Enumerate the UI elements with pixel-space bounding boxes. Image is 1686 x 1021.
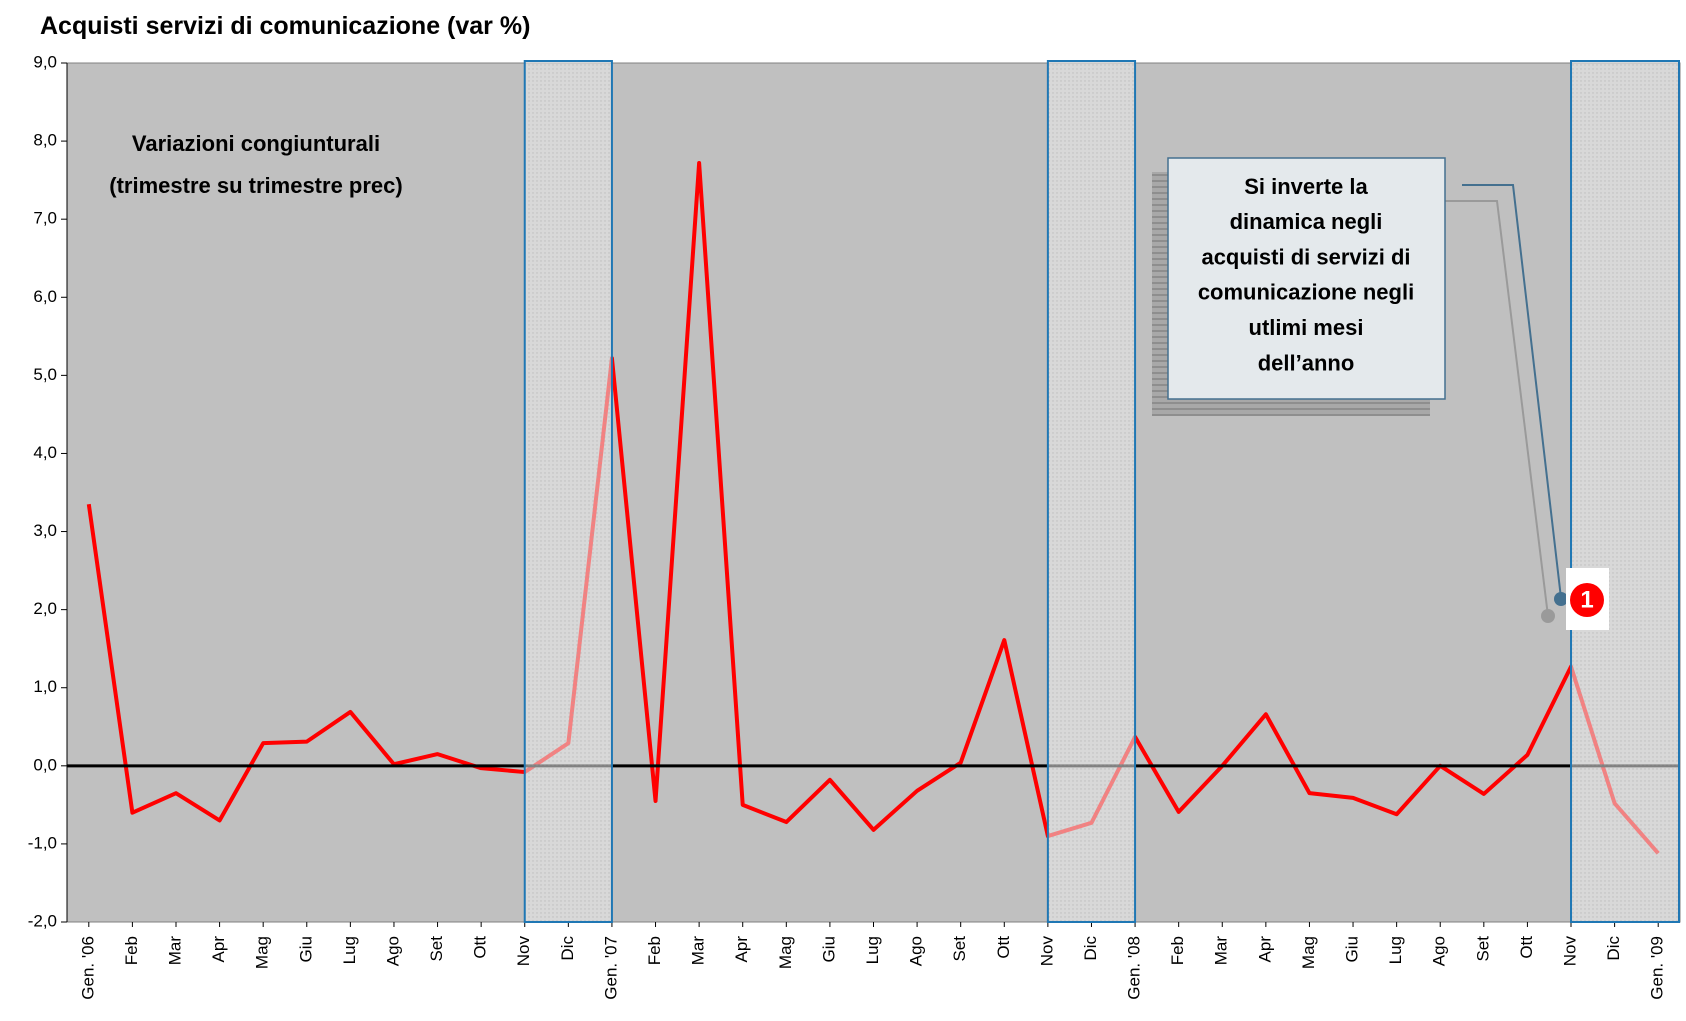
y-tick-label: 1,0: [33, 677, 57, 696]
annotation: (trimestre su trimestre prec): [109, 173, 402, 198]
x-tick-label: Set: [427, 936, 446, 962]
x-tick-label: Feb: [1168, 936, 1187, 965]
y-tick-label: 4,0: [33, 443, 57, 462]
x-tick-label: Dic: [1081, 936, 1100, 961]
x-tick-label: Set: [950, 936, 969, 962]
callout-text: utlimi mesi: [1249, 315, 1364, 340]
y-tick-label: 6,0: [33, 287, 57, 306]
x-tick-label: Dic: [558, 936, 577, 961]
leader-dot: [1541, 609, 1555, 623]
x-tick-label: Nov: [1037, 936, 1056, 967]
y-tick-label: 0,0: [33, 755, 57, 774]
callout-text: dinamica negli: [1230, 209, 1383, 234]
highlight-band: [1570, 60, 1681, 923]
callout-text: acquisti di servizi di: [1201, 244, 1410, 269]
leader-dot: [1554, 592, 1568, 606]
y-tick-label: 5,0: [33, 365, 57, 384]
y-tick-label: -1,0: [28, 833, 57, 852]
highlight-band: [523, 60, 613, 923]
callout-text: Si inverte la: [1244, 174, 1368, 199]
x-tick-label: Lug: [1386, 936, 1405, 964]
y-tick-label: 3,0: [33, 521, 57, 540]
x-tick-label: Gen. '06: [78, 936, 97, 1000]
x-tick-label: Mag: [776, 936, 795, 969]
x-tick-label: Ago: [383, 936, 402, 966]
x-tick-label: Ott: [994, 936, 1013, 959]
y-tick-label: 8,0: [33, 131, 57, 150]
x-tick-label: Nov: [514, 936, 533, 967]
x-tick-label: Ago: [1430, 936, 1449, 966]
x-tick-label: Gen. '09: [1648, 936, 1667, 1000]
data-line: [86, 160, 1660, 855]
x-tick-label: Lug: [340, 936, 359, 964]
highlight-band: [1046, 60, 1137, 923]
callout-box: [1167, 157, 1446, 400]
chart-title: Acquisti servizi di comunicazione (var %…: [40, 12, 530, 40]
x-tick-label: Giu: [819, 936, 838, 962]
x-tick-label: Ott: [471, 936, 490, 959]
x-tick-label: Ott: [1517, 936, 1536, 959]
y-tick-label: 2,0: [33, 599, 57, 618]
x-tick-label: Feb: [122, 936, 141, 965]
x-tick-label: Mar: [165, 936, 184, 966]
leader-line: [1445, 200, 1549, 617]
x-tick-label: Apr: [1255, 936, 1274, 963]
x-tick-label: Lug: [863, 936, 882, 964]
x-tick-label: Apr: [209, 936, 228, 963]
y-tick-label: 7,0: [33, 209, 57, 228]
badge-number: 1: [1580, 586, 1593, 613]
y-tick-label: -2,0: [28, 911, 57, 930]
x-tick-label: Nov: [1560, 936, 1579, 967]
callout-text: comunicazione negli: [1198, 280, 1414, 305]
x-tick-label: Gen. '08: [1125, 936, 1144, 1000]
leader-line: [1462, 184, 1562, 599]
x-tick-label: Mar: [689, 936, 708, 966]
x-tick-label: Dic: [1604, 936, 1623, 961]
x-tick-label: Set: [1473, 936, 1492, 962]
x-tick-label: Giu: [296, 936, 315, 962]
annotation: Variazioni congiunturali: [132, 131, 380, 156]
x-tick-label: Gen. '07: [601, 936, 620, 1000]
badge: [1570, 583, 1604, 617]
x-tick-label: Feb: [645, 936, 664, 965]
y-tick-label: 9,0: [33, 52, 57, 71]
x-tick-label: Ago: [907, 936, 926, 966]
x-tick-label: Apr: [732, 936, 751, 963]
callout-text: dell’anno: [1258, 350, 1355, 375]
x-tick-label: Mar: [1212, 936, 1231, 966]
x-tick-label: Giu: [1343, 936, 1362, 962]
x-tick-label: Mag: [253, 936, 272, 969]
x-tick-label: Mag: [1299, 936, 1318, 969]
